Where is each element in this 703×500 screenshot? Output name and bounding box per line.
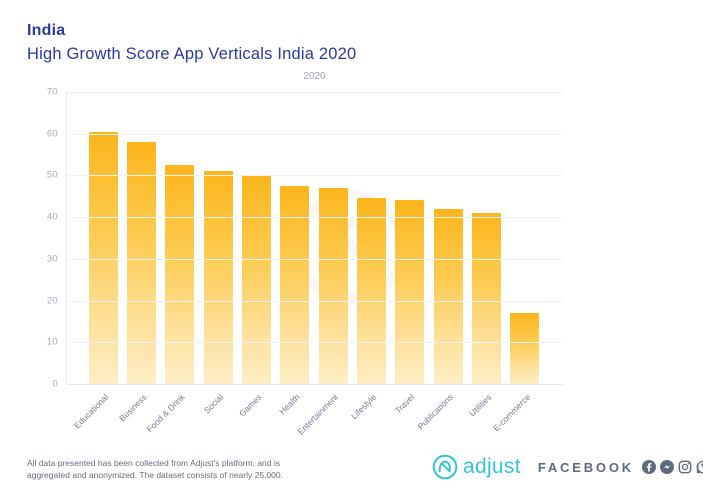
- bars: [84, 92, 544, 384]
- bar-slot: [506, 92, 544, 384]
- messenger-icon: [659, 460, 674, 474]
- x-tick-label: Games: [237, 392, 264, 419]
- facebook-family-icons: [641, 460, 703, 474]
- x-label-slot: Lifestyle: [349, 384, 390, 456]
- y-tick-label: 70: [46, 86, 58, 98]
- bar-slot: [122, 92, 160, 384]
- bar-chart: 2020 0 10 20 30 40 50 60 70 Educational Business…: [47, 71, 563, 436]
- y-tick-label: 40: [46, 211, 58, 223]
- x-label-slot: Publications: [416, 384, 467, 456]
- y-tick-label: 10: [46, 336, 58, 348]
- x-tick-label: Utilities: [467, 392, 494, 419]
- bar-games: [241, 175, 271, 384]
- bar-business: [126, 142, 156, 384]
- x-tick-label: Lifestyle: [349, 392, 379, 422]
- bar-social: [203, 171, 233, 384]
- gridline: [67, 258, 563, 260]
- bar-slot: [391, 92, 429, 384]
- gridline: [67, 300, 563, 302]
- page-title: India: [27, 22, 66, 39]
- x-tick-label: Health: [277, 392, 302, 417]
- bar-slot: [276, 92, 314, 384]
- x-label-slot: Educational: [72, 384, 122, 456]
- bar-utilities: [471, 212, 501, 384]
- bar-e-commerce: [510, 313, 540, 384]
- facebook-icon: [641, 460, 656, 474]
- x-label-slot: Games: [237, 384, 275, 456]
- bar-slot: [237, 92, 275, 384]
- gridline: [67, 92, 563, 93]
- x-label-slot: Food & Drink: [145, 384, 199, 456]
- whatsapp-icon: [696, 460, 703, 474]
- y-tick-label: 30: [46, 253, 58, 265]
- facebook-logo-text: FACEBOOK: [537, 459, 634, 475]
- y-tick-label: 0: [52, 378, 58, 390]
- x-tick-label: Travel: [393, 392, 417, 416]
- bar-educational: [88, 131, 118, 384]
- disclaimer-line-2: aggregated and anonymized. The dataset c…: [27, 469, 283, 480]
- bar-slot: [429, 92, 467, 384]
- bar-entertainment: [318, 187, 348, 384]
- adjust-logo: adjust: [432, 454, 521, 480]
- bar-food-drink: [165, 165, 195, 384]
- gridline: [67, 133, 563, 135]
- bar-health: [280, 185, 310, 384]
- bar-slot: [352, 92, 390, 384]
- bar-slot: [199, 92, 237, 384]
- bar-publications: [433, 208, 463, 384]
- adjust-logo-text: adjust: [463, 455, 521, 478]
- bar-slot: [314, 92, 352, 384]
- gridline: [67, 175, 563, 177]
- x-tick-label: Social: [201, 392, 226, 416]
- bar-lifestyle: [356, 198, 386, 384]
- instagram-icon: [678, 460, 692, 474]
- bar-slot: [467, 92, 505, 384]
- footer-brands: adjust FACEBOOK: [432, 451, 703, 483]
- x-label-slot: Social: [199, 384, 237, 456]
- x-label-slot: Entertainment: [296, 384, 352, 456]
- x-tick-label: Business: [117, 392, 149, 424]
- chart-legend-2020: 2020: [303, 71, 326, 82]
- disclaimer-line-1: All data presented has been collected fr…: [27, 458, 280, 468]
- x-label-slot: E-commerce: [491, 384, 544, 456]
- y-axis-line: [66, 92, 67, 384]
- y-axis-labels: 0 10 20 30 40 50 60 70: [26, 87, 58, 390]
- y-tick-label: 50: [46, 169, 58, 181]
- x-axis-labels: Educational Business Food & Drink Social Gam…: [72, 384, 544, 456]
- bar-travel: [395, 200, 425, 384]
- y-tick-label: 20: [46, 295, 58, 307]
- data-disclaimer: All data presented has been collected fr…: [27, 458, 283, 481]
- page-subtitle: High Growth Score App Verticals India 20…: [27, 45, 357, 63]
- bar-slot: [84, 92, 122, 384]
- gridline: [67, 342, 563, 344]
- gridline: [67, 384, 563, 385]
- bar-slot: [161, 92, 199, 384]
- y-tick-label: 60: [46, 128, 58, 140]
- x-tick-label: Educational: [71, 392, 111, 431]
- gridline: [67, 217, 563, 219]
- adjust-logo-icon: [432, 454, 458, 480]
